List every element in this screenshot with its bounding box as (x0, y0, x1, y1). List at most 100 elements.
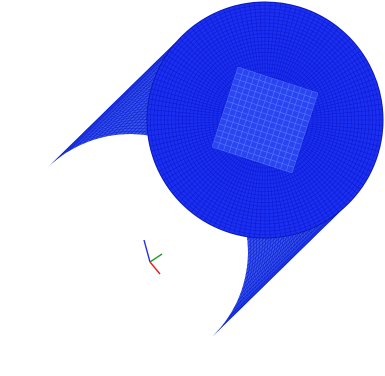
cap-ring-line (196, 51, 334, 189)
cap-radial-line (207, 149, 250, 226)
cap-ring-line (167, 22, 363, 218)
cap-radial-line (298, 114, 385, 119)
cap-ring-line (150, 5, 380, 235)
cap-radial-line (181, 33, 242, 96)
cap-radial-line (294, 137, 369, 182)
cap-radial-line (145, 114, 232, 119)
cap-radial-line (238, 153, 258, 238)
cap-radial-line (248, 153, 261, 239)
cap-radial-line (178, 143, 241, 204)
refined-square-grid-line (257, 81, 284, 162)
cap-radial-line (178, 36, 241, 97)
cap-ring-line (185, 40, 345, 200)
cap-radial-line (297, 130, 380, 158)
cap-radial-line (156, 67, 235, 106)
cap-radial-line (273, 4, 298, 88)
cap-radial-line (292, 139, 363, 191)
cap-radial-line (280, 14, 323, 91)
cap-radial-line (291, 140, 359, 196)
refined-square-grid-line (215, 135, 296, 162)
cap-radial-line (167, 49, 238, 101)
cap-radial-line (288, 33, 349, 96)
cap-ring-line (216, 71, 314, 169)
cap-radial-line (152, 77, 234, 109)
cap-radial-line (284, 22, 336, 93)
axis-triad-icon (143, 239, 163, 275)
cap-radial-line (161, 58, 236, 103)
cap-radial-line (296, 131, 378, 163)
cap-ring-line (200, 55, 330, 185)
cap-radial-line (154, 72, 234, 107)
cap-radial-line (298, 127, 383, 147)
cap-radial-line (282, 16, 327, 91)
cap-radial-line (276, 7, 308, 89)
cap-radial-line (146, 103, 232, 116)
cap-radial-line (298, 125, 384, 142)
refined-square-grid-line (213, 140, 294, 168)
cap-ring-line (157, 12, 373, 228)
refined-square-grid-line (223, 112, 304, 139)
cap-radial-line (294, 135, 371, 178)
cap-radial-line (243, 153, 260, 239)
refined-square-grid-line (291, 92, 319, 174)
cap-radial-line (146, 125, 232, 142)
cap-radial-line (147, 93, 232, 113)
refined-square-grid-line (224, 106, 306, 134)
cap-radial-line (189, 146, 245, 214)
cap-ring-line (178, 33, 352, 207)
cap-radial-line (243, 1, 260, 87)
cap-radial-line (298, 103, 384, 116)
cap-ring-line (160, 15, 370, 225)
cap-radial-line (181, 144, 242, 207)
cap-radial-line (185, 145, 243, 211)
cap-radial-line (145, 108, 232, 118)
refined-square-grid-line (219, 123, 300, 151)
cap-ring-line (171, 26, 359, 214)
cap-radial-line (296, 133, 376, 168)
refined-square-grid-line (274, 87, 302, 168)
cap-radial-line (164, 53, 237, 102)
cap-radial-line (269, 153, 282, 239)
cap-ring-line (153, 8, 377, 232)
cap-radial-line (295, 134, 374, 173)
axis-z-line (143, 239, 151, 263)
cap-radial-line (298, 108, 385, 118)
cap-radial-line (266, 0, 271, 87)
end-cap-rim (146, 1, 384, 239)
cap-radial-line (297, 128, 381, 153)
refined-square-grid-line (221, 118, 302, 145)
cap-radial-line (212, 150, 251, 229)
cap-radial-line (289, 143, 352, 204)
cap-ring-line (189, 44, 341, 196)
cap-radial-line (266, 153, 271, 240)
cap-radial-line (288, 144, 349, 207)
cylinder-body-fill (47, 35, 348, 337)
refined-square-grid-line (268, 85, 296, 166)
cap-radial-line (298, 121, 385, 126)
cap-radial-line (287, 29, 345, 95)
cap-radial-line (298, 124, 384, 137)
cap-ring-line (212, 67, 318, 173)
cap-radial-line (203, 149, 248, 224)
refined-square-grid-line (237, 66, 319, 94)
cap-radial-line (269, 1, 282, 87)
cap-radial-line (270, 1, 287, 87)
cap-radial-line (290, 142, 356, 200)
refined-square-grid-line (285, 91, 313, 172)
cap-radial-line (298, 98, 384, 115)
cap-ring-line (164, 19, 366, 221)
cap-radial-line (194, 147, 246, 218)
cap-radial-line (270, 153, 287, 239)
cap-radial-line (278, 9, 313, 89)
cap-ring-line (182, 37, 348, 203)
cap-radial-line (253, 153, 263, 240)
cap-radial-line (222, 151, 254, 233)
cap-radial-line (289, 36, 352, 97)
cap-radial-line (150, 82, 233, 110)
cap-radial-line (248, 1, 261, 87)
cap-ring-line (174, 29, 356, 211)
cap-radial-line (171, 44, 239, 100)
cap-radial-line (159, 62, 236, 105)
